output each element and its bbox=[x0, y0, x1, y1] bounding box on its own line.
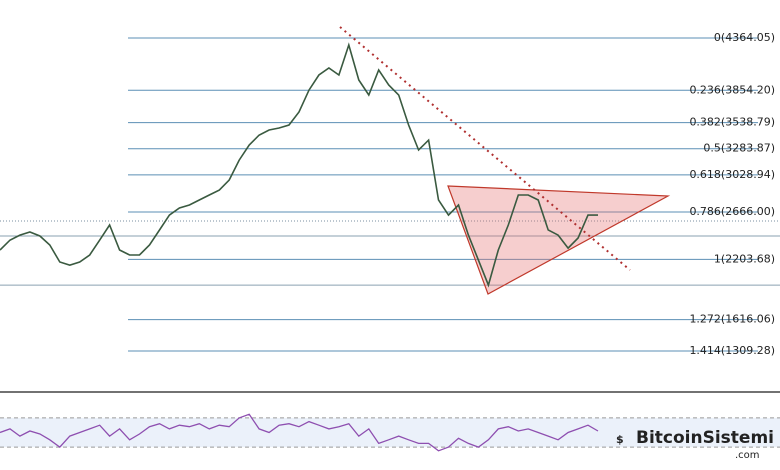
watermark: $ BitcoinSistemi .com bbox=[616, 428, 774, 461]
watermark-name: BitcoinSistemi bbox=[636, 428, 774, 448]
fib-label: 0.382(3538.79) bbox=[689, 116, 775, 129]
watermark-suffix: .com bbox=[735, 450, 760, 461]
rsi-band bbox=[0, 417, 780, 448]
triangle-pattern bbox=[447, 185, 671, 295]
fib-label: 1.272(1616.06) bbox=[689, 313, 775, 326]
fib-label: 0.618(3028.94) bbox=[689, 168, 775, 181]
watermark-logo: $ bbox=[616, 433, 624, 446]
fib-label: 0.5(3283.87) bbox=[703, 142, 775, 155]
fib-label: 0.786(2666.00) bbox=[689, 205, 775, 218]
fib-label: 1(2203.68) bbox=[714, 252, 775, 265]
fib-label: 0.236(3854.20) bbox=[689, 83, 775, 96]
fib-label: 1.414(1309.28) bbox=[689, 344, 775, 357]
price-line bbox=[0, 42, 598, 288]
rsi-line bbox=[0, 413, 599, 452]
fib-label: 0(4364.05) bbox=[714, 31, 775, 44]
